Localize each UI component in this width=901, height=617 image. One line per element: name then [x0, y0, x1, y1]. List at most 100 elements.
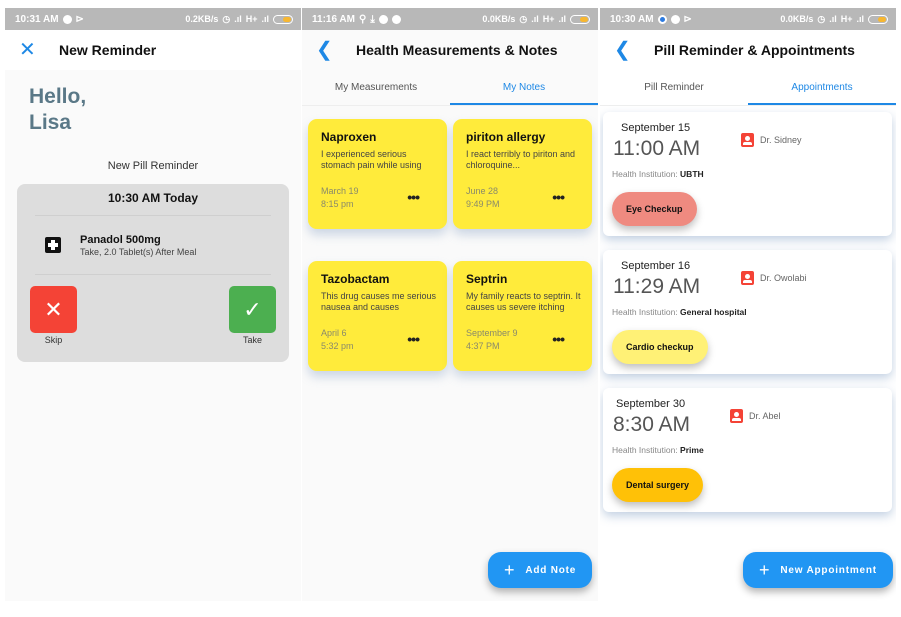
doctor-contact-icon [741, 133, 754, 147]
take-button[interactable]: ✓ [229, 286, 276, 333]
appointment-type-chip[interactable]: Dental surgery [612, 468, 704, 502]
check-icon: ✓ [243, 296, 262, 322]
more-options-icon[interactable]: ••• [552, 189, 565, 205]
person-icon: ⚲ [358, 13, 367, 25]
greeting-hello: Hello, [29, 85, 87, 108]
doctor-contact-icon [730, 409, 743, 423]
status-time: 11:16 AM [312, 13, 355, 25]
appointment-type-chip[interactable]: Cardio checkup [612, 330, 708, 364]
medication-detail: Take, 2.0 Tablet(s) After Meal [80, 246, 197, 257]
tab-my-measurements[interactable]: My Measurements [334, 82, 418, 93]
more-options-icon[interactable]: ••• [407, 331, 420, 347]
signal-icon: .ıl [234, 14, 242, 24]
appointment-time: 11:00 AM [613, 137, 701, 160]
divider [35, 274, 271, 275]
download-icon: ⤓ [370, 13, 375, 25]
page-title: New Reminder [59, 42, 157, 58]
institution-name: Prime [680, 445, 704, 455]
skip-action: ✕ Skip [30, 286, 77, 345]
note-card[interactable]: Naproxen I experienced serious stomach p… [308, 119, 447, 229]
note-date: March 19 [321, 186, 359, 196]
play-icon: ⊳ [683, 13, 692, 25]
close-icon[interactable]: ✕ [19, 39, 36, 61]
institution-name: UBTH [680, 169, 704, 179]
reminder-card: 10:30 AM Today Panadol 500mg Take, 2.0 T… [17, 184, 289, 362]
divider [35, 215, 271, 216]
signal-icon: .ıl [829, 14, 837, 24]
battery-icon [273, 14, 293, 24]
appointment-time: 8:30 AM [613, 413, 691, 436]
health-notes-screen: 11:16 AM ⚲ ⤓ 0.0KB/s ◷ .ıl H+ .ıl ❮ Heal… [302, 8, 598, 601]
note-card[interactable]: piriton allergy I react terribly to piri… [453, 119, 592, 229]
doctor-info: Dr. Sidney [741, 133, 802, 147]
note-timestamp: June 28 9:49 PM [466, 185, 500, 211]
institution-label: Health Institution: [612, 445, 681, 455]
page-title: Health Measurements & Notes [356, 42, 558, 58]
add-note-button[interactable]: + Add Note [488, 552, 593, 588]
app-icon [657, 14, 667, 24]
take-action: ✓ Take [229, 286, 276, 345]
battery-icon [868, 14, 888, 24]
play-icon: ⊳ [75, 13, 84, 25]
note-title: piriton allergy [466, 130, 546, 144]
appointment-type-chip[interactable]: Eye Checkup [612, 192, 697, 226]
doctor-name: Dr. Sidney [760, 135, 802, 145]
institution-label: Health Institution: [612, 307, 681, 317]
new-reminder-screen: 10:31 AM ⊳ 0.2KB/s ◷ .ıl H+ .ıl ✕ New Re… [5, 8, 301, 601]
note-timestamp: April 6 5:32 pm [321, 327, 354, 353]
institution-label: Health Institution: [612, 169, 681, 179]
appointment-card[interactable]: September 30 8:30 AM Dr. Abel Health Ins… [603, 388, 892, 512]
status-time: 10:31 AM [15, 13, 59, 25]
doctor-name: Dr. Abel [749, 411, 781, 421]
medical-cross-icon [45, 237, 61, 253]
back-chevron-icon[interactable]: ❮ [316, 39, 333, 61]
network-speed: 0.0KB/s [482, 14, 516, 24]
app-bar: ❮ Pill Reminder & Appointments [600, 30, 896, 70]
network-type: H+ [840, 14, 853, 24]
network-speed: 0.0KB/s [780, 14, 814, 24]
appointments-list: September 15 11:00 AM Dr. Sidney Health … [600, 106, 896, 512]
appointment-date: September 30 [616, 398, 686, 410]
note-body: My family reacts to septrin. It causes u… [466, 291, 581, 312]
medication-row: Panadol 500mg Take, 2.0 Tablet(s) After … [17, 216, 289, 274]
institution: Health Institution: Prime [612, 445, 704, 455]
notes-grid: Naproxen I experienced serious stomach p… [302, 106, 598, 371]
reminder-time: 10:30 AM Today [107, 191, 199, 205]
network-type: H+ [245, 14, 258, 24]
back-chevron-icon[interactable]: ❮ [614, 39, 631, 61]
close-icon: ✕ [44, 296, 63, 322]
phone-icon [670, 14, 680, 24]
doctor-info: Dr. Owolabi [741, 271, 807, 285]
note-time: 5:32 pm [321, 341, 354, 351]
appointment-date: September 15 [621, 122, 691, 134]
appointment-card[interactable]: September 16 11:29 AM Dr. Owolabi Health… [603, 250, 892, 374]
appointment-date: September 16 [621, 260, 691, 272]
institution-name: General hospital [680, 307, 747, 317]
institution: Health Institution: General hospital [612, 307, 747, 317]
doctor-info: Dr. Abel [730, 409, 781, 423]
new-appointment-label: New Appointment [780, 564, 877, 576]
phone-icon [62, 14, 72, 24]
note-time: 4:37 PM [466, 341, 500, 351]
take-label: Take [242, 335, 262, 345]
more-options-icon[interactable]: ••• [552, 331, 565, 347]
tab-my-notes[interactable]: My Notes [450, 70, 598, 105]
note-date: June 28 [466, 186, 499, 196]
note-card[interactable]: Tazobactam This drug causes me serious n… [308, 261, 447, 371]
add-note-label: Add Note [525, 564, 577, 576]
tab-appointments[interactable]: Appointments [748, 70, 896, 105]
appointment-card[interactable]: September 15 11:00 AM Dr. Sidney Health … [603, 112, 892, 236]
skip-label: Skip [44, 335, 63, 345]
tab-pill-reminder[interactable]: Pill Reminder [644, 82, 704, 93]
network-speed: 0.2KB/s [185, 14, 219, 24]
tab-bar: My Measurements My Notes [302, 70, 598, 106]
note-title: Tazobactam [321, 272, 390, 286]
app-bar: ❮ Health Measurements & Notes [302, 30, 598, 70]
new-appointment-button[interactable]: + New Appointment [743, 552, 893, 588]
note-time: 9:49 PM [466, 199, 500, 209]
note-card[interactable]: Septrin My family reacts to septrin. It … [453, 261, 592, 371]
skip-button[interactable]: ✕ [30, 286, 77, 333]
signal-icon-2: .ıl [558, 14, 566, 24]
doctor-name: Dr. Owolabi [760, 273, 807, 283]
more-options-icon[interactable]: ••• [407, 189, 420, 205]
